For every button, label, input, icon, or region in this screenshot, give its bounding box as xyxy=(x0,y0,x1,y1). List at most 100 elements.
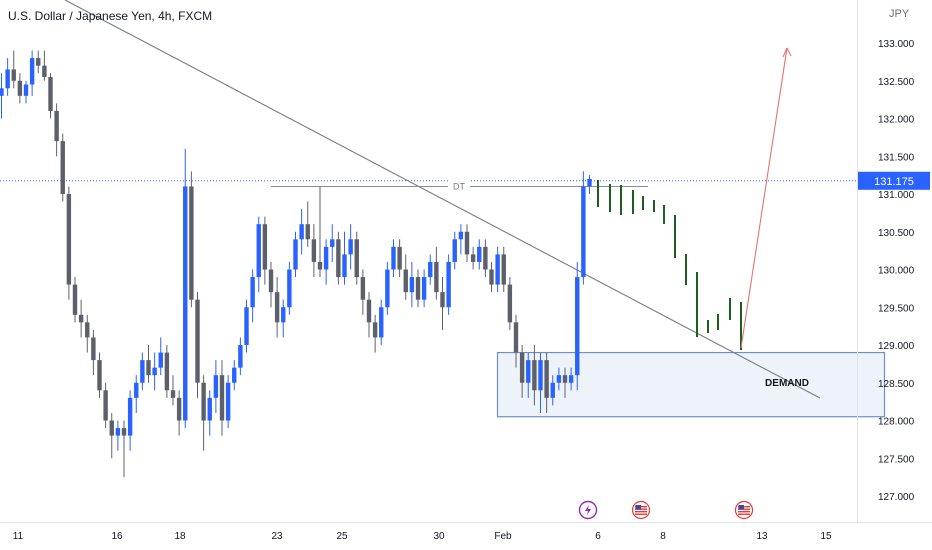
candle-body xyxy=(354,239,359,278)
candle-body xyxy=(464,231,470,255)
candle-body xyxy=(348,239,353,255)
candle-body xyxy=(183,186,188,421)
candle xyxy=(434,246,439,300)
x-tick-label: 15 xyxy=(820,531,832,542)
candle xyxy=(17,73,23,104)
candle-body xyxy=(195,299,200,383)
candle xyxy=(23,80,29,104)
candle xyxy=(225,375,231,429)
candle xyxy=(513,314,519,368)
candle xyxy=(207,390,212,436)
candle-body xyxy=(323,246,329,270)
candle-body xyxy=(201,382,206,421)
candle xyxy=(36,50,41,74)
candle-body xyxy=(262,224,268,270)
candle xyxy=(568,367,574,391)
x-tick-label: 13 xyxy=(756,531,768,542)
x-tick-label: 25 xyxy=(336,531,348,542)
candle-body xyxy=(575,277,580,376)
candle-body xyxy=(421,277,427,300)
x-tick-label: 8 xyxy=(660,531,666,542)
candle-body xyxy=(428,261,433,278)
candle xyxy=(109,412,114,459)
candle-body xyxy=(60,141,65,194)
candle xyxy=(415,269,421,308)
candle xyxy=(323,239,329,285)
lightning-event-icon xyxy=(578,500,598,520)
candle-body xyxy=(152,367,157,376)
candle xyxy=(158,337,163,376)
candle xyxy=(176,390,182,436)
candle-body xyxy=(452,239,457,262)
candle-body xyxy=(127,397,133,436)
candle-body xyxy=(109,420,114,436)
candle xyxy=(440,277,445,330)
candle xyxy=(170,375,176,406)
candle-body xyxy=(489,269,494,285)
candle xyxy=(244,299,249,353)
candle xyxy=(274,277,280,338)
candle xyxy=(299,209,304,255)
candle xyxy=(581,171,586,285)
candle-body xyxy=(268,269,274,293)
candle-body xyxy=(170,390,176,398)
flag-stripe xyxy=(738,511,750,513)
candle-body xyxy=(23,84,29,96)
candle xyxy=(54,103,59,157)
x-tick-label: 18 xyxy=(174,531,186,542)
y-tick-label: 131.500 xyxy=(878,152,915,163)
price-badge-text: 131.175 xyxy=(874,176,914,188)
dt-label: DT xyxy=(453,181,465,191)
candle-body xyxy=(29,58,35,85)
candle xyxy=(428,254,433,285)
candle-body xyxy=(562,375,568,383)
candle xyxy=(140,352,145,391)
candle-body xyxy=(513,322,519,353)
candle xyxy=(29,50,35,96)
candle-body xyxy=(78,314,84,323)
candle-body xyxy=(36,58,41,66)
candle xyxy=(575,261,580,391)
candle xyxy=(446,254,451,315)
candle xyxy=(403,254,408,300)
candle-body xyxy=(526,360,531,383)
candle xyxy=(305,201,310,247)
candle xyxy=(268,261,274,308)
candle-body xyxy=(250,277,255,308)
candle xyxy=(189,171,194,308)
y-tick-label: 133.000 xyxy=(878,39,915,50)
candle-body xyxy=(397,246,402,270)
candle-body xyxy=(299,224,304,240)
candle xyxy=(532,345,537,406)
candle-body xyxy=(11,69,16,81)
candle-body xyxy=(415,277,421,300)
y-tick-label: 132.000 xyxy=(878,115,915,126)
candle-body xyxy=(158,352,163,368)
candle-body xyxy=(213,375,219,398)
candle xyxy=(103,382,108,429)
target-arrow-line xyxy=(740,47,788,349)
flag-canton xyxy=(635,505,641,510)
candle xyxy=(556,367,562,391)
candle xyxy=(330,224,335,262)
candle xyxy=(538,352,543,413)
candle-body xyxy=(97,360,102,391)
candle-body xyxy=(5,69,10,89)
candle-body xyxy=(544,360,549,398)
candle-body xyxy=(342,254,347,278)
candle xyxy=(526,352,531,398)
chart-title: U.S. Dollar / Japanese Yen, 4h, FXCM xyxy=(8,9,213,23)
candle xyxy=(336,231,341,285)
candle-body xyxy=(556,375,562,383)
candle-body xyxy=(311,239,317,262)
candle xyxy=(11,50,16,89)
candle xyxy=(483,239,488,278)
lightning-icon-bolt xyxy=(585,505,591,515)
candle-body xyxy=(470,254,476,262)
candle-body xyxy=(538,360,543,391)
candle-body xyxy=(458,231,464,240)
candle-body xyxy=(140,360,145,383)
y-tick-label: 131.000 xyxy=(878,190,915,201)
candle-body xyxy=(17,80,23,96)
